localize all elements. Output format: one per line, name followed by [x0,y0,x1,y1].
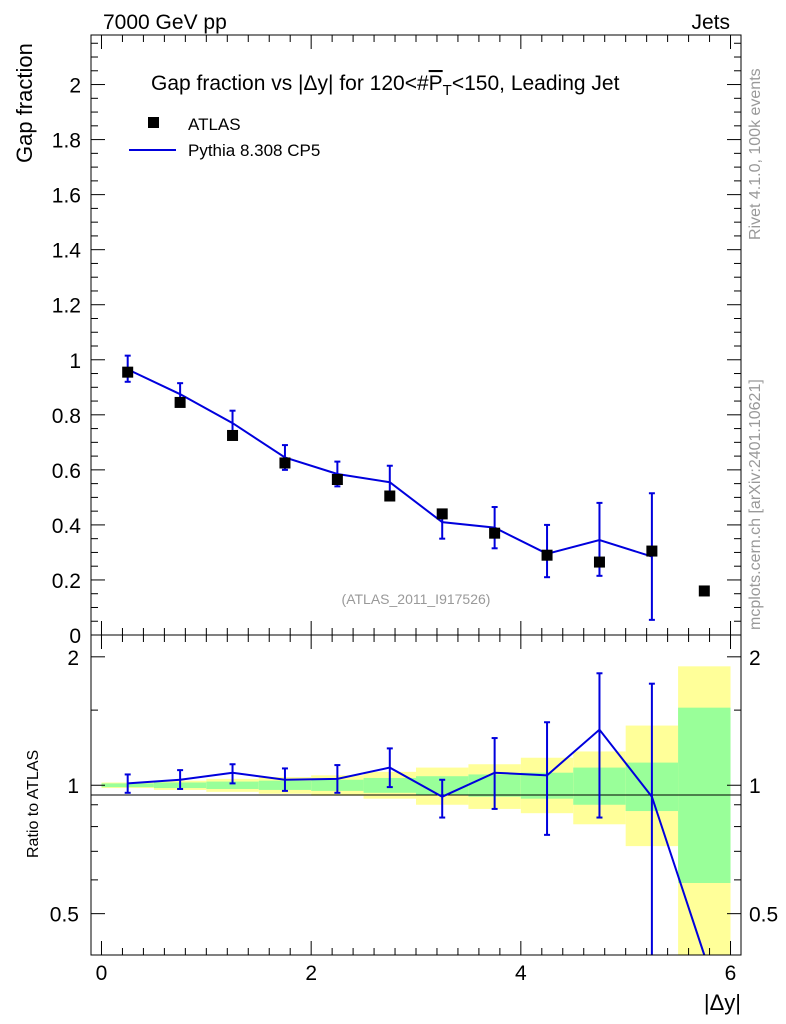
ratio-y-axis-label: Ratio to ATLAS [25,750,42,858]
ratio-uncertainty-bands [101,666,731,955]
main-y-tick-label: 1 [69,350,81,373]
main-y-tick-label: 1.2 [52,295,81,318]
ratio-x-axis-ticks: 0 2 4 6 [96,635,737,985]
atlas-data-point [331,473,343,485]
chart-title: Gap fraction vs |Δy| for 120<#PT<150, Le… [151,72,620,99]
x-tick-label: 2 [305,962,317,985]
ratio-y-tick-label-right: 1 [749,775,761,798]
x-tick-label: 0 [96,962,108,985]
legend-atlas-label: ATLAS [188,115,241,134]
chart-title-prefix: Gap fraction vs |Δy| for 120<# [151,72,429,95]
header-process: Jets [691,11,730,34]
atlas-data-point [698,585,710,597]
atlas-data-point [436,508,448,520]
atlas-data-point [489,527,501,539]
ratio-y-tick-label-right: 0.5 [749,904,778,927]
atlas-data-point [174,396,186,408]
main-y-tick-label: 0.4 [52,515,82,538]
header-energy: 7000 GeV pp [103,11,227,34]
main-y-tick-label: 0.8 [52,405,81,428]
ratio-y-tick-label: 0.5 [50,904,79,927]
main-y-axis-ticks: 0 0.2 0.4 0.6 0.8 1 1.2 1.4 1.6 1.8 2 [52,42,741,648]
ratio-series [124,672,706,956]
ratio-green-band [206,781,259,789]
chart-title-p: P [429,72,443,95]
atlas-data-point [227,429,239,441]
x-tick-label: 4 [515,962,527,985]
main-y-tick-label: 1.6 [52,185,81,208]
pythia-ratio-line [127,728,706,956]
main-y-tick-label: 1.8 [52,130,81,153]
atlas-data-point [646,545,658,557]
main-y-tick-label: 2 [69,75,81,98]
main-series [122,354,710,621]
x-tick-label: 6 [725,962,737,985]
atlas-data-point [593,556,605,568]
x-axis-label: |Δy| [704,990,741,1015]
atlas-data-point [541,549,553,561]
ratio-panel: 0.5 0.5 1 1 2 2 0 2 4 6 Ratio to ATLAS |Δy| [25,634,778,1015]
pythia-line [127,368,653,558]
ratio-y-tick-label-right: 2 [749,647,761,670]
main-y-tick-label: 0.6 [52,460,81,483]
main-y-tick-label: 0 [69,625,81,648]
main-y-tick-label: 1.4 [52,240,82,263]
rivet-version-label: Rivet 4.1.0, 100k events [747,68,764,240]
main-x-axis-ticks [100,35,732,635]
atlas-data-point [384,490,396,502]
atlas-data-point [279,457,291,469]
atlas-data-point [122,366,134,378]
ratio-y-tick-label: 2 [67,647,79,670]
chart-title-t: T [443,82,452,99]
main-y-axis-label: Gap fraction [12,43,37,163]
mcplots-reference-label: mcplots.cern.ch [arXiv:2401.10621] [747,379,764,630]
chart-title-suffix: <150, Leading Jet [452,72,620,95]
legend-pythia-label: Pythia 8.308 CP5 [188,141,320,160]
main-y-tick-label: 0.2 [52,570,81,593]
main-panel: 0 0.2 0.4 0.6 0.8 1 1.2 1.4 1.6 1.8 2 Gap fraction… [12,34,742,648]
ratio-y-tick-label: 1 [67,775,79,798]
ratio-y-axis-ticks: 0.5 0.5 1 1 2 2 [50,647,778,927]
analysis-watermark: (ATLAS_2011_I917526) [342,591,491,607]
legend-atlas-marker [148,117,159,128]
